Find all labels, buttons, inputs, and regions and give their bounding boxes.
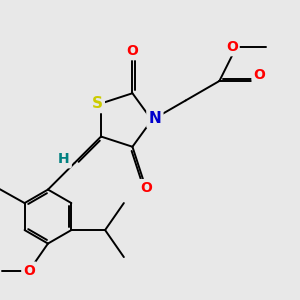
Text: O: O [254,68,266,83]
Text: H: H [58,152,70,166]
Text: N: N [148,111,161,126]
Text: O: O [140,181,152,195]
Text: O: O [127,44,138,58]
Text: O: O [226,40,238,54]
Text: O: O [23,264,35,278]
Text: S: S [92,96,103,111]
